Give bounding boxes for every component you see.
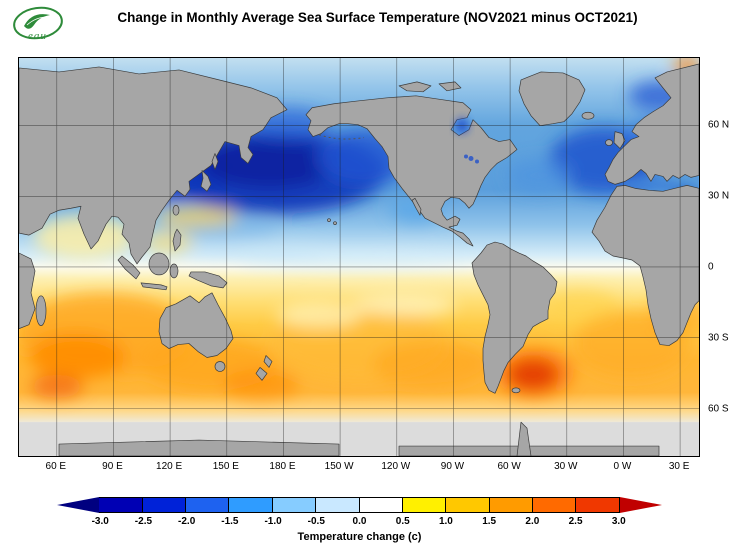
colorbar-tick-label: -2.5 xyxy=(134,516,153,527)
longitude-axis: 60 E 90 E 120 E 150 E 180 E 150 W 120 W 90 W 60 … xyxy=(18,461,698,475)
longitude-tick-label: 120 E xyxy=(156,461,183,472)
colorbar-tick-label: 3.0 xyxy=(611,516,626,527)
land-greenland xyxy=(518,71,586,127)
land-new-zealand-north xyxy=(263,355,273,368)
land-madagascar xyxy=(35,295,47,327)
latitude-axis: 60 N 30 N 0 30 S 60 S xyxy=(704,57,752,455)
land-north-america xyxy=(305,95,518,247)
land-taiwan xyxy=(172,204,180,216)
land-africa-east-sliver xyxy=(19,252,36,329)
land-new-guinea xyxy=(188,271,228,289)
land-arctic-island-2 xyxy=(438,81,462,92)
colorbar-cell xyxy=(272,497,317,513)
land-ireland xyxy=(605,139,613,146)
land-south-america xyxy=(471,241,558,394)
logo-text: eau xyxy=(28,30,47,42)
longitude-tick-label: 90 E xyxy=(102,461,123,472)
land-antarctic-peninsula xyxy=(516,421,532,456)
longitude-tick-label: 120 W xyxy=(381,461,411,472)
latitude-tick-label: 60 N xyxy=(708,119,730,131)
land-arctic-island-1 xyxy=(398,81,432,93)
land-europe xyxy=(604,63,699,185)
longitude-tick-label: 180 E xyxy=(269,461,296,472)
longitude-tick-label: 90 W xyxy=(440,461,465,472)
colorbar-tick-label: 2.5 xyxy=(568,516,583,527)
colorbar-title: Temperature change (c) xyxy=(297,531,422,543)
land-iceland xyxy=(581,111,595,120)
colorbar-cell xyxy=(186,497,230,513)
longitude-tick-label: 150 W xyxy=(324,461,354,472)
colorbar-cell xyxy=(99,497,143,513)
colorbar-cell xyxy=(142,497,187,513)
colorbar-tick-label: 1.0 xyxy=(438,516,453,527)
latitude-tick-label: 30 N xyxy=(708,190,730,202)
latitude-tick-label: 60 S xyxy=(708,403,729,415)
colorbar-tick-label: -2.0 xyxy=(178,516,196,527)
agency-logo: eau xyxy=(10,4,68,54)
land-australia xyxy=(158,292,234,358)
land-japan xyxy=(200,170,212,192)
land-africa xyxy=(591,185,699,346)
longitude-tick-label: 30 W xyxy=(554,461,578,472)
colorbar-cell xyxy=(229,497,273,513)
colorbar-tick-label: -3.0 xyxy=(91,516,109,527)
colorbar-cell xyxy=(446,497,490,513)
colorbar xyxy=(57,497,663,513)
land-java xyxy=(140,282,168,291)
colorbar-tick-label: 0.0 xyxy=(352,516,367,527)
colorbar-cell xyxy=(402,497,447,513)
colorbar-cell xyxy=(532,497,577,513)
latitude-tick-label: 0 xyxy=(708,261,714,273)
colorbar-tick-label: -1.5 xyxy=(221,516,239,527)
land-asia xyxy=(19,66,288,265)
graticule xyxy=(19,58,699,456)
land-masses xyxy=(19,63,699,456)
colorbar-tick-label: 1.5 xyxy=(482,516,497,527)
figure-title: Change in Monthly Average Sea Surface Te… xyxy=(117,10,638,25)
land-philippines xyxy=(172,228,182,252)
land-sakhalin xyxy=(211,153,219,170)
colorbar-cell xyxy=(359,497,403,513)
longitude-tick-label: 0 W xyxy=(613,461,632,472)
colorbar-tick-label: -1.0 xyxy=(264,516,282,527)
land-falklands xyxy=(511,387,521,394)
colorbar-tick-label: 0.5 xyxy=(395,516,410,527)
land-hawaii-2 xyxy=(333,221,337,226)
colorbar-cell xyxy=(619,497,663,513)
colorbar-tick-label: -0.5 xyxy=(307,516,325,527)
latitude-tick-label: 30 S xyxy=(708,332,729,344)
colorbar-cell xyxy=(57,497,100,513)
colorbar-cell xyxy=(316,497,360,513)
colorbar-cell xyxy=(489,497,533,513)
land-new-zealand-south xyxy=(255,367,268,381)
land-antarctica-1 xyxy=(58,439,340,456)
land-sulawesi xyxy=(169,263,179,279)
colorbar-cell xyxy=(576,497,620,513)
world-map xyxy=(18,57,700,457)
land-britain xyxy=(613,131,626,149)
longitude-tick-label: 60 E xyxy=(45,461,67,472)
longitude-tick-label: 150 E xyxy=(212,461,239,472)
colorbar-tick-label: 2.0 xyxy=(525,516,540,527)
longitude-tick-label: 60 W xyxy=(497,461,521,472)
longitude-tick-label: 30 E xyxy=(668,461,690,472)
land-tasmania xyxy=(214,361,226,372)
land-baja xyxy=(411,197,422,216)
leaf-logo-icon xyxy=(13,6,63,40)
land-borneo xyxy=(148,252,170,276)
colorbar-ticks: -3.0 -2.5 -2.0 -1.5 -1.0 -0.5 0.0 0.5 1.0 1.5 2.0 2… xyxy=(57,516,662,529)
land-sumatra xyxy=(117,255,141,280)
land-hawaii-1 xyxy=(327,218,331,223)
